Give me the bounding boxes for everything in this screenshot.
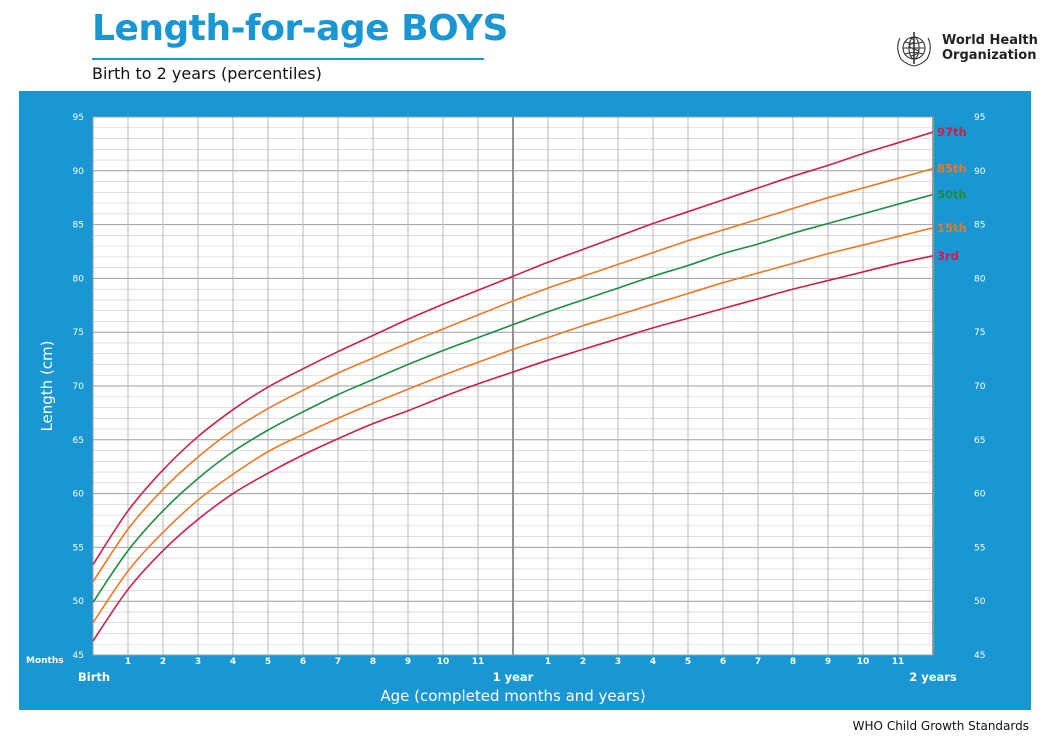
x-tick-label: 3 bbox=[615, 657, 621, 667]
series-label-15th: 15th bbox=[937, 221, 967, 235]
x-tick-label: 5 bbox=[685, 657, 691, 667]
y-tick-label-right: 60 bbox=[974, 490, 986, 500]
y-tick-label: 65 bbox=[73, 436, 84, 446]
y-tick-label: 85 bbox=[73, 221, 84, 231]
x-tick-label: 1 bbox=[545, 657, 551, 667]
y-tick-label-right: 85 bbox=[974, 221, 985, 231]
y-tick-label-right: 45 bbox=[974, 651, 985, 661]
y-tick-label: 95 bbox=[73, 113, 84, 123]
series-line-85th bbox=[92, 167, 934, 583]
who-emblem-icon bbox=[897, 32, 931, 67]
page-title: Length-for-age BOYS bbox=[92, 8, 508, 49]
x-major-label: 1 year bbox=[493, 670, 534, 684]
x-major-label: Birth bbox=[78, 670, 110, 684]
x-tick-label: 6 bbox=[720, 657, 726, 667]
org-line-1: World Health bbox=[942, 33, 1038, 48]
who-organization-name: World Health Organization bbox=[942, 33, 1038, 63]
x-tick-label: 7 bbox=[335, 657, 341, 667]
x-tick-label: 4 bbox=[230, 657, 236, 667]
y-axis-title: Length (cm) bbox=[38, 340, 56, 431]
series-line-50th bbox=[92, 193, 934, 603]
y-tick-label-right: 50 bbox=[974, 597, 986, 607]
footer-text: WHO Child Growth Standards bbox=[852, 719, 1029, 733]
series-label-97th: 97th bbox=[937, 125, 967, 139]
org-line-2: Organization bbox=[942, 48, 1037, 63]
title-rule bbox=[92, 58, 484, 60]
y-tick-label: 55 bbox=[73, 543, 84, 553]
x-tick-label: 8 bbox=[790, 657, 796, 667]
y-tick-label: 70 bbox=[73, 382, 85, 392]
y-tick-label: 50 bbox=[73, 597, 85, 607]
x-tick-label: 3 bbox=[195, 657, 201, 667]
y-tick-label-right: 75 bbox=[974, 328, 985, 338]
y-tick-label-right: 95 bbox=[974, 113, 985, 123]
x-tick-label: 9 bbox=[405, 657, 411, 667]
y-tick-label-right: 90 bbox=[974, 167, 986, 177]
x-tick-label: 2 bbox=[160, 657, 166, 667]
x-tick-label: 6 bbox=[300, 657, 306, 667]
x-axis-prefix: Months bbox=[26, 656, 64, 666]
x-axis-title: Age (completed months and years) bbox=[380, 687, 645, 705]
y-tick-label: 90 bbox=[73, 167, 85, 177]
series-label-3rd: 3rd bbox=[937, 249, 959, 263]
series-line-15th bbox=[92, 227, 934, 624]
series-line-3rd bbox=[92, 255, 934, 642]
page-subtitle: Birth to 2 years (percentiles) bbox=[92, 64, 322, 83]
plot-border bbox=[92, 116, 934, 656]
x-tick-label: 4 bbox=[650, 657, 656, 667]
y-tick-label: 80 bbox=[73, 274, 85, 284]
y-tick-label-right: 80 bbox=[974, 274, 986, 284]
y-tick-label-right: 55 bbox=[974, 543, 985, 553]
x-tick-label: 10 bbox=[857, 657, 870, 667]
x-tick-label: 10 bbox=[437, 657, 450, 667]
x-tick-label: 5 bbox=[265, 657, 271, 667]
x-tick-label: 7 bbox=[755, 657, 761, 667]
y-tick-label-right: 65 bbox=[974, 436, 985, 446]
x-major-label: 2 years bbox=[909, 670, 957, 684]
y-tick-label-right: 70 bbox=[974, 382, 986, 392]
series-label-50th: 50th bbox=[937, 187, 967, 201]
x-tick-label: 11 bbox=[892, 657, 905, 667]
x-tick-label: 11 bbox=[472, 657, 485, 667]
x-tick-label: 8 bbox=[370, 657, 376, 667]
y-tick-label: 75 bbox=[73, 328, 84, 338]
x-tick-label: 1 bbox=[125, 657, 131, 667]
series-line-97th bbox=[92, 131, 934, 566]
y-tick-label: 60 bbox=[73, 490, 85, 500]
y-tick-label: 45 bbox=[73, 651, 84, 661]
x-tick-label: 9 bbox=[825, 657, 831, 667]
x-tick-label: 2 bbox=[580, 657, 586, 667]
series-label-85th: 85th bbox=[937, 162, 967, 176]
